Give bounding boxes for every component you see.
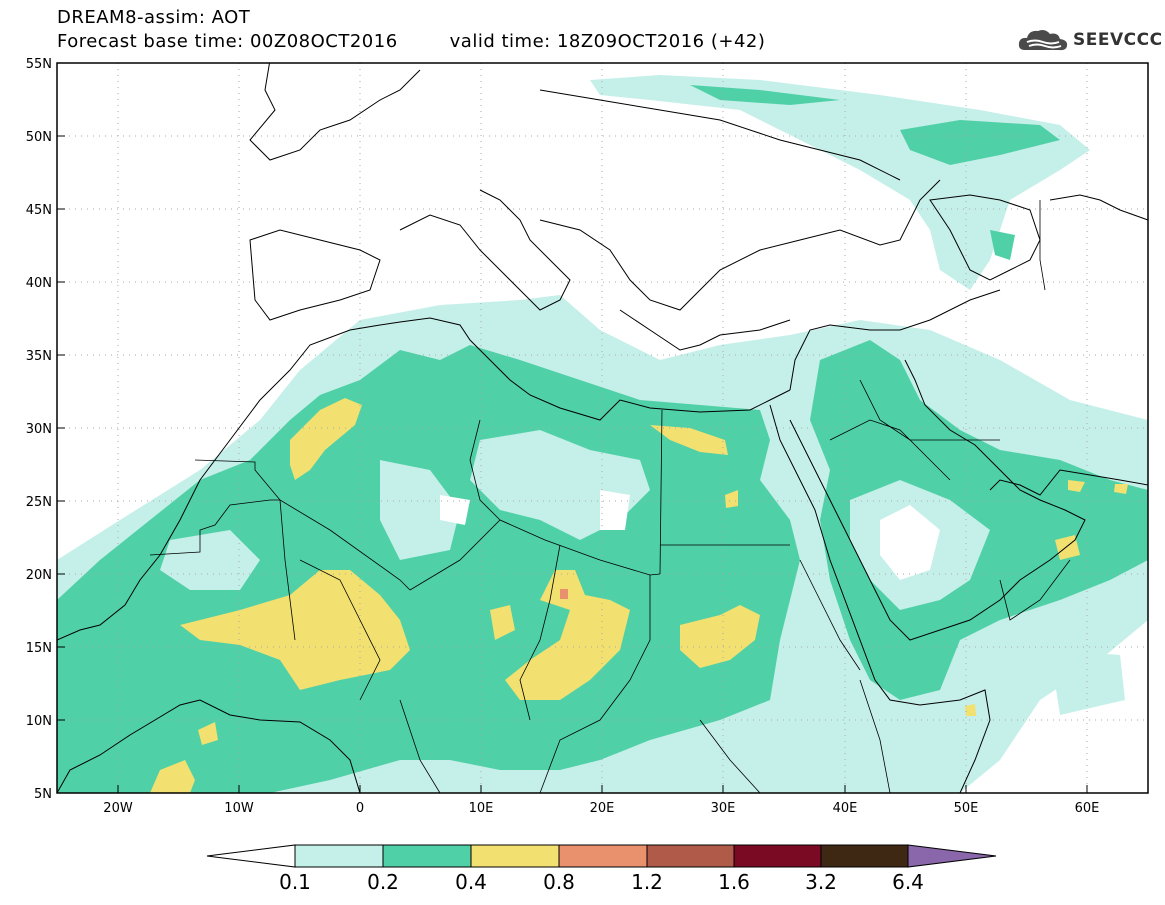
- colorbar-label: 0.1: [279, 870, 311, 894]
- lat-label: 30N: [26, 422, 52, 437]
- aot-band-0.1-hoa: [1050, 650, 1125, 715]
- colorbar-swatch: [733, 844, 822, 868]
- colorbar-swatch: [558, 844, 648, 868]
- aot-band-0.2-north: [690, 85, 1060, 260]
- lat-label: 55N: [26, 57, 52, 72]
- lon-label: 50E: [954, 801, 979, 816]
- cloud-icon: [1018, 30, 1068, 51]
- colorbar-label: 3.2: [805, 870, 837, 894]
- lon-label: 0: [356, 801, 364, 816]
- aot-contours: [57, 75, 1148, 793]
- lon-label: 10E: [469, 801, 494, 816]
- lat-label: 50N: [26, 130, 52, 145]
- aot-hole-algeria: [380, 460, 460, 560]
- axis-ticks: [57, 62, 1088, 793]
- aot-band-0.4-chad: [505, 570, 630, 700]
- lat-label: 20N: [26, 568, 52, 583]
- lat-label: 25N: [26, 495, 52, 510]
- aot-hole-mauritania: [160, 530, 260, 590]
- colorbar-under-triangle: [206, 844, 296, 868]
- lon-labels: 20W 10W 0 10E 20E 30E 40E 50E 60E: [103, 801, 1099, 816]
- lat-labels: 55N 50N 45N 40N 35N 30N 25N 20N 15N 10N …: [26, 57, 52, 802]
- lon-label: 30E: [711, 801, 736, 816]
- colorbar-swatch: [470, 844, 560, 868]
- aot-band-0.4-egypt: [650, 425, 728, 455]
- lat-label: 45N: [26, 203, 52, 218]
- lon-label: 20E: [590, 801, 615, 816]
- colorbar-label: 0.2: [367, 870, 399, 894]
- colorbar-label: 0.4: [455, 870, 487, 894]
- colorbar-swatch: [646, 844, 735, 868]
- lat-label: 35N: [26, 349, 52, 364]
- map-header: DREAM8-assim: AOT Forecast base time: 00…: [57, 6, 765, 54]
- lon-label: 10W: [224, 801, 254, 816]
- lat-label: 40N: [26, 276, 52, 291]
- colorbar-swatch: [294, 844, 384, 868]
- lon-label: 40E: [833, 801, 858, 816]
- aot-band-0.1-north: [590, 75, 1090, 290]
- colorbar-swatch: [820, 844, 909, 868]
- lon-label: 20W: [103, 801, 133, 816]
- lat-label: 5N: [34, 787, 52, 802]
- seevccc-logo: SEEVCCC: [1017, 26, 1163, 54]
- colorbar-label: 6.4: [892, 870, 924, 894]
- base-time: Forecast base time: 00Z08OCT2016: [57, 31, 398, 52]
- aot-hole-white-arabia: [880, 505, 940, 580]
- aot-band-0.8-spot: [560, 589, 568, 599]
- colorbar-label: 0.8: [543, 870, 575, 894]
- borders: [149, 200, 1071, 793]
- lat-label: 15N: [26, 641, 52, 656]
- product-title: DREAM8-assim: AOT: [57, 7, 251, 28]
- aot-band-0.4-morocco: [290, 398, 362, 480]
- colorbar-label: 1.2: [631, 870, 663, 894]
- lat-label: 10N: [26, 714, 52, 729]
- lon-label: 60E: [1075, 801, 1100, 816]
- logo-text: SEEVCCC: [1073, 30, 1163, 50]
- valid-time: valid time: 18Z09OCT2016 (+42): [449, 31, 766, 52]
- colorbar-over-triangle: [907, 844, 997, 868]
- colorbar-swatch: [382, 844, 472, 868]
- aot-band-0.4-westafrica: [180, 570, 410, 690]
- aot-band-0.4-sudan: [680, 605, 760, 668]
- aot-hole-white-sahara: [440, 490, 630, 530]
- colorbar-label: 1.6: [718, 870, 750, 894]
- colorbar: [206, 844, 997, 868]
